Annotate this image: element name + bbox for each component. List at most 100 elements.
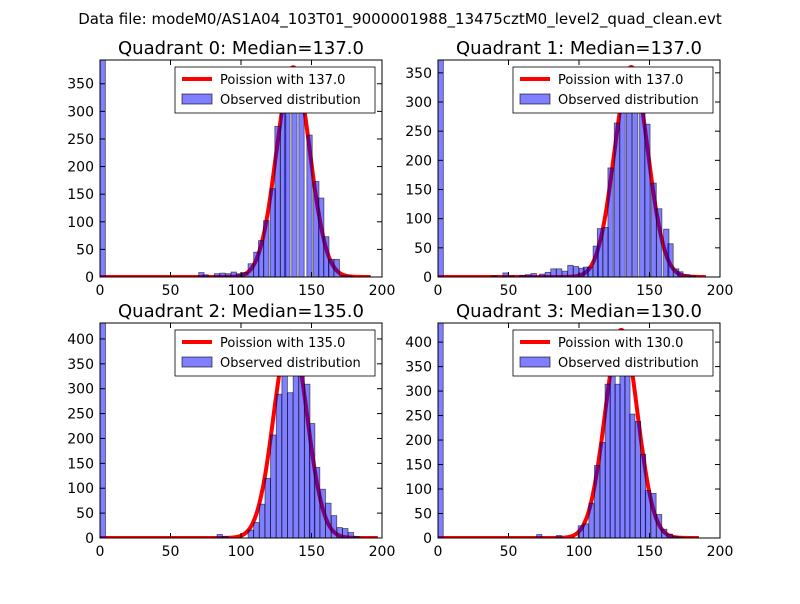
y-tick-label: 100 <box>405 212 432 228</box>
legend-label: Observed distribution <box>220 356 361 371</box>
histogram-bar <box>645 490 650 538</box>
histogram-bar <box>630 414 635 538</box>
histogram-bar <box>319 198 324 277</box>
histogram-bar <box>276 394 281 538</box>
histogram-bar <box>254 523 259 538</box>
y-tick-label: 300 <box>405 95 432 111</box>
histogram-bar <box>551 269 556 277</box>
x-tick-label: 200 <box>707 544 734 560</box>
y-tick-label: 250 <box>67 132 94 148</box>
legend-patch-icon <box>520 357 550 367</box>
subplot-title: Quadrant 0: Median=137.0 <box>118 38 364 59</box>
y-tick-label: 250 <box>405 124 432 140</box>
x-tick-label: 150 <box>298 283 325 299</box>
y-tick-label: 150 <box>405 458 432 474</box>
histogram-bar <box>615 384 620 538</box>
x-tick-label: 0 <box>434 544 443 560</box>
legend-label: Observed distribution <box>558 356 699 371</box>
x-tick-label: 100 <box>566 544 593 560</box>
histogram-bar <box>610 374 615 538</box>
legend-patch-icon <box>182 357 212 367</box>
histogram-bar <box>568 265 573 277</box>
y-tick-label: 300 <box>67 382 94 398</box>
y-tick-label: 0 <box>423 531 432 547</box>
suptitle: Data file: modeM0/AS1A04_103T01_90000019… <box>78 10 722 29</box>
x-tick-label: 150 <box>298 544 325 560</box>
legend-label: Poission with 137.0 <box>220 73 345 88</box>
legend-label: Observed distribution <box>558 93 699 108</box>
histogram-bar <box>100 323 105 538</box>
y-tick-label: 50 <box>76 242 94 258</box>
histogram-bar <box>608 168 613 277</box>
histogram-bar <box>220 273 225 277</box>
histogram-bar <box>337 528 342 538</box>
histogram-bar <box>438 323 443 538</box>
histogram-bar <box>633 104 638 277</box>
histogram-bar <box>668 244 673 277</box>
x-tick-label: 200 <box>369 544 396 560</box>
histogram-bar <box>600 442 605 538</box>
histogram-bar <box>657 514 662 538</box>
subplot-title: Quadrant 3: Median=130.0 <box>456 301 702 322</box>
histogram-bar <box>331 516 336 538</box>
histogram-bar <box>587 267 592 277</box>
legend-label: Poission with 130.0 <box>558 336 683 351</box>
y-tick-label: 100 <box>67 481 94 497</box>
y-tick-label: 350 <box>67 77 94 93</box>
histogram-bar <box>625 364 630 538</box>
legend: Poission with 137.0 Observed distribution <box>175 67 375 113</box>
histogram-bar <box>662 529 667 538</box>
histogram-bar <box>605 384 610 538</box>
y-tick-label: 200 <box>67 431 94 447</box>
subplot-title: Quadrant 2: Median=135.0 <box>118 301 364 322</box>
y-tick-label: 200 <box>405 433 432 449</box>
histogram-bar <box>583 524 588 538</box>
histogram-bar <box>348 533 353 538</box>
legend: Poission with 130.0 Observed distribution <box>513 330 713 376</box>
y-tick-label: 50 <box>414 241 432 257</box>
histogram-bar <box>343 529 348 538</box>
x-tick-label: 100 <box>228 283 255 299</box>
x-tick-label: 50 <box>500 283 518 299</box>
x-tick-label: 0 <box>96 544 105 560</box>
histogram-bar <box>614 123 619 277</box>
histogram-bar <box>503 273 508 277</box>
histogram-bar <box>271 435 276 538</box>
y-tick-label: 300 <box>67 104 94 120</box>
histogram-bar <box>307 135 312 277</box>
histogram-bar <box>314 467 319 538</box>
legend-label: Observed distribution <box>220 93 361 108</box>
y-tick-label: 50 <box>76 506 94 522</box>
histogram-bar <box>595 466 600 538</box>
histogram-bar <box>248 530 253 538</box>
histogram-bar <box>334 259 339 277</box>
y-tick-label: 350 <box>405 66 432 82</box>
histogram-bar <box>678 272 683 277</box>
y-tick-label: 400 <box>67 332 94 348</box>
legend: Poission with 135.0 Observed distribution <box>175 330 375 376</box>
histogram-bar <box>217 535 222 538</box>
y-tick-label: 150 <box>67 456 94 472</box>
histogram-bar <box>531 274 536 278</box>
x-tick-label: 150 <box>636 283 663 299</box>
y-tick-label: 50 <box>414 507 432 523</box>
legend-label: Poission with 135.0 <box>220 336 345 351</box>
x-tick-label: 100 <box>566 283 593 299</box>
y-tick-label: 0 <box>85 531 94 547</box>
x-tick-label: 100 <box>228 544 255 560</box>
y-tick-label: 150 <box>405 183 432 199</box>
y-tick-label: 100 <box>67 215 94 231</box>
histogram-bar <box>651 493 656 538</box>
y-tick-label: 150 <box>67 187 94 203</box>
histogram-bar <box>258 241 263 277</box>
histogram-bar <box>242 273 247 277</box>
x-tick-label: 50 <box>162 283 180 299</box>
y-tick-label: 100 <box>405 482 432 498</box>
histogram-bar <box>320 489 325 538</box>
histogram-bar <box>556 269 561 277</box>
x-tick-label: 0 <box>96 283 105 299</box>
